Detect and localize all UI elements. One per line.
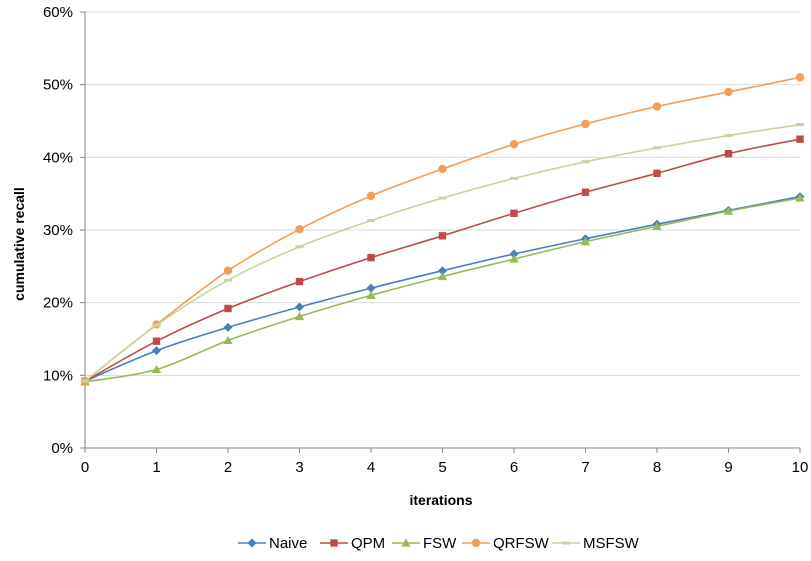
gridlines (85, 11, 800, 376)
data-point (152, 323, 161, 327)
data-point (295, 277, 304, 286)
x-axis-ticks: 0 1 2 3 4 5 6 7 8 9 10 (81, 448, 809, 476)
series-line (84, 195, 801, 382)
data-point (223, 335, 233, 345)
data-point (795, 193, 805, 202)
data-point (581, 160, 590, 164)
data-point (723, 206, 734, 215)
data-point (438, 232, 447, 240)
data-point (509, 254, 519, 263)
legend-label: MSFSW (583, 535, 640, 552)
data-point (151, 364, 162, 374)
legend-item-fsw: FSW (392, 535, 457, 552)
data-point (224, 278, 232, 282)
series-msfsw (81, 123, 804, 383)
data-point (652, 102, 662, 111)
y-axis-ticks: 0% 10% 20% 30% 40% 50% 60% (43, 4, 85, 457)
x-tick-label: 3 (295, 459, 303, 476)
data-point (367, 219, 375, 223)
y-tick-label: 30% (43, 222, 73, 239)
legend-item-naive: Naive (238, 535, 307, 552)
y-tick-label: 20% (43, 295, 73, 312)
data-point (366, 191, 376, 201)
data-series (80, 73, 805, 386)
data-point (795, 73, 805, 82)
legend-marker (330, 539, 338, 547)
data-point (796, 135, 804, 143)
data-point (724, 134, 733, 138)
data-point (295, 225, 304, 234)
legend-item-qpm: QPM (320, 535, 385, 552)
x-axis-title: iterations (409, 492, 472, 508)
data-point (438, 266, 447, 276)
data-point (509, 140, 519, 149)
data-point (367, 253, 375, 262)
data-point (653, 146, 661, 150)
series-line (84, 197, 801, 383)
data-point (653, 169, 661, 178)
data-point (81, 379, 89, 383)
data-point (295, 302, 304, 312)
x-tick-label: 4 (367, 459, 375, 476)
x-tick-label: 8 (653, 459, 661, 476)
legend-label: QPM (351, 535, 385, 552)
data-point (295, 245, 304, 249)
x-tick-label: 6 (510, 459, 518, 476)
data-point (581, 119, 590, 129)
series-qrfsw (80, 73, 805, 386)
legend-item-msfsw: MSFSW (552, 535, 640, 552)
legend-marker (401, 538, 411, 547)
data-point (724, 150, 733, 158)
y-axis-title: cumulative recall (11, 187, 27, 301)
data-point (152, 337, 161, 345)
data-point (224, 304, 232, 313)
y-tick-label: 60% (43, 4, 73, 21)
y-tick-label: 10% (43, 367, 73, 384)
data-point (366, 290, 376, 299)
legend-item-qrfsw: QRFSW (462, 535, 550, 552)
data-point (510, 209, 518, 217)
data-point (223, 266, 233, 275)
data-point (438, 196, 447, 200)
x-tick-label: 2 (224, 459, 232, 476)
legend-label: FSW (423, 535, 457, 552)
y-tick-label: 0% (51, 440, 73, 457)
legend-marker (471, 538, 481, 548)
data-point (724, 87, 733, 97)
data-point (652, 221, 662, 230)
data-point (152, 346, 161, 356)
legend-label: Naive (269, 535, 307, 552)
data-point (294, 311, 305, 321)
x-tick-label: 7 (581, 459, 589, 476)
data-point (796, 123, 804, 127)
data-point (509, 249, 519, 259)
series-fsw (80, 193, 805, 386)
y-tick-label: 40% (43, 149, 73, 166)
series-line (84, 138, 801, 382)
x-tick-label: 9 (724, 459, 732, 476)
x-tick-label: 0 (81, 459, 89, 476)
legend-label: QRFSW (493, 535, 550, 552)
data-point (223, 322, 233, 332)
legend-marker (562, 541, 570, 545)
x-tick-label: 1 (152, 459, 160, 476)
data-point (366, 283, 376, 293)
data-point (437, 271, 448, 281)
legend: Naive QPM FSW QRFSW MSFSW (238, 535, 640, 552)
y-tick-label: 50% (43, 77, 73, 94)
x-tick-label: 10 (792, 459, 809, 476)
x-tick-label: 5 (438, 459, 446, 476)
data-point (580, 237, 591, 246)
data-point (510, 176, 518, 180)
data-point (438, 164, 447, 174)
legend-marker (247, 538, 257, 548)
series-line (84, 76, 801, 382)
data-point (581, 188, 590, 196)
